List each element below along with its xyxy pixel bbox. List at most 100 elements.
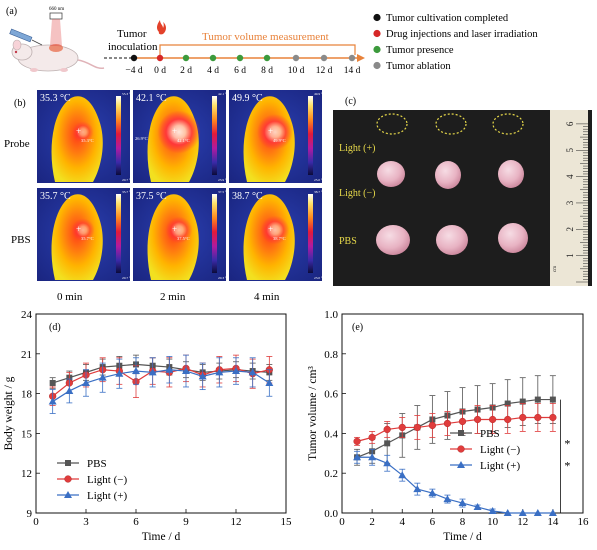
y-tick-label: 15	[21, 428, 33, 440]
y-tick-label: 0.4	[324, 428, 338, 440]
data-point	[534, 396, 541, 403]
colorbar-top-label: 37.5 °C	[218, 190, 229, 194]
data-point	[368, 453, 377, 461]
panel-c-label: (c)	[345, 96, 356, 107]
x-tick-label: 16	[578, 516, 590, 528]
panel-b-label: (b)	[14, 98, 26, 109]
legend-dot-3	[373, 61, 381, 70]
spot-temp-label: 35.7°C	[81, 236, 94, 241]
timeline-dot-3	[209, 54, 217, 62]
data-point	[503, 509, 512, 516]
panel-c-tumor-photo: (c) 1 2 3 4 5 6 cm Light (+) Light (−) PBS	[333, 96, 592, 286]
data-point	[232, 367, 240, 375]
panel-d-label: (d)	[49, 322, 61, 333]
ruler-number: 5	[565, 148, 575, 153]
series-line	[52, 369, 270, 403]
timeline-day-label: 4 d	[207, 66, 219, 76]
timeline-dot-7	[320, 54, 328, 62]
data-point	[198, 372, 207, 380]
timeline-day-label: 2 d	[180, 66, 192, 76]
crosshair-marker: +	[172, 126, 177, 136]
timeline-day-label: 14 d	[344, 66, 361, 76]
max-temp-label: 35.7 °C	[40, 191, 71, 202]
x-tick-label: 8	[460, 516, 466, 528]
colorbar-top-label: 38.7 °C	[314, 190, 325, 194]
colorbar-top-label: 49.9 °C	[314, 92, 325, 96]
legend-label: PBS	[480, 428, 500, 440]
legend-marker	[457, 461, 465, 468]
data-point	[489, 415, 497, 424]
colorbar-top-label: 55.3 °C	[122, 92, 133, 96]
data-point	[48, 397, 57, 405]
laser-wavelength-label: 660 nm	[49, 7, 64, 12]
data-point	[353, 437, 361, 445]
max-temp-label: 49.9 °C	[232, 93, 263, 104]
x-axis-label: Time / d	[142, 531, 181, 543]
plot-frame	[35, 313, 287, 514]
timeline-dot-4	[236, 54, 244, 62]
spot-temp-label: 38.7°C	[273, 236, 286, 241]
spot-temp-label: 35.3°C	[81, 138, 94, 143]
hotspot	[260, 215, 290, 245]
x-tick-label: 0	[339, 516, 345, 528]
thermal-image-cell: +42.1°C 26.9°C 42.1 °C 42.1 °C 23.9 °C	[133, 90, 229, 183]
colorbar-bottom-label: 23.9 °C	[218, 178, 229, 182]
measurement-bracket	[159, 44, 356, 55]
legend-text: Tumor cultivation completed	[386, 13, 509, 24]
colorbar-top-label: 42.1 °C	[218, 92, 229, 96]
tumor-sample	[376, 225, 410, 255]
timeline-dots	[130, 54, 356, 62]
inoculation-label-line1: Tumor	[117, 28, 147, 40]
timeline-day-label: 8 d	[261, 66, 273, 76]
panel-a-timeline: (a) 660 nm Tumor inoculation Tumor volu	[6, 6, 538, 76]
thermal-grid: +35.3°C 35.3 °C 55.3 °C 20.7 °C +42.1°C 26.9°…	[37, 90, 325, 281]
data-point	[443, 495, 452, 503]
x-tick-label: 14	[547, 516, 559, 528]
panel-a-label: (a)	[6, 6, 17, 17]
y-tick-label: 24	[21, 309, 33, 321]
legend-text: Tumor presence	[386, 45, 454, 56]
data-point	[488, 507, 497, 515]
ruler-number: 3	[565, 200, 575, 205]
y-axis-label: Tumor volume / cm³	[307, 366, 319, 461]
thermal-image-cell: +38.7°C 38.7 °C 38.7 °C 23.0 °C	[229, 188, 325, 281]
hotspot	[257, 114, 293, 150]
x-tick-label: 10	[487, 516, 499, 528]
chart-legend: PBS Light (−) Light (+)	[57, 458, 127, 502]
ablated-site	[435, 113, 467, 135]
series-1	[353, 403, 557, 446]
legend-label: Light (+)	[87, 490, 127, 502]
y-tick-label: 9	[27, 508, 33, 520]
y-tick-label: 0.2	[324, 468, 338, 480]
ruler-number: 2	[565, 227, 575, 232]
panel-d-body-weight-chart: (d) 0 3 6 9 12 15 9 12 15 18 21 24 Time / d Body weig…	[3, 309, 292, 543]
data-point	[65, 386, 74, 394]
series-1	[49, 354, 273, 406]
legend-text: Tumor ablation	[386, 61, 451, 72]
x-tick-label: 0	[33, 516, 39, 528]
data-point	[504, 400, 511, 407]
syringe-icon	[9, 28, 43, 46]
y-tick-label: 0.6	[324, 389, 338, 401]
ruler-unit: cm	[553, 266, 558, 272]
max-temp-label: 37.5 °C	[136, 191, 167, 202]
photo-background	[333, 110, 592, 286]
thermal-image-cell: +37.5°C 37.5 °C 37.5 °C 20.3 °C	[133, 188, 229, 281]
colorbar	[308, 194, 313, 273]
x-axis-label: Time / d	[443, 531, 482, 543]
data-point	[519, 413, 527, 422]
y-tick-label: 21	[21, 349, 32, 361]
x-tick-label: 6	[133, 516, 139, 528]
timeline-dot-1	[156, 54, 164, 62]
row-label-probe: Probe	[4, 138, 30, 150]
timeline-day-label: 0 d	[154, 66, 166, 76]
data-point	[182, 367, 190, 375]
data-point	[82, 378, 90, 386]
y-tick-label: 1.0	[324, 309, 338, 321]
x-tick-label: 15	[281, 516, 293, 528]
ruler-number: 6	[565, 121, 575, 126]
group-label-pbs: PBS	[339, 236, 357, 247]
legend-text: Drug injections and laser irradiation	[386, 29, 538, 40]
series-2	[353, 448, 557, 516]
